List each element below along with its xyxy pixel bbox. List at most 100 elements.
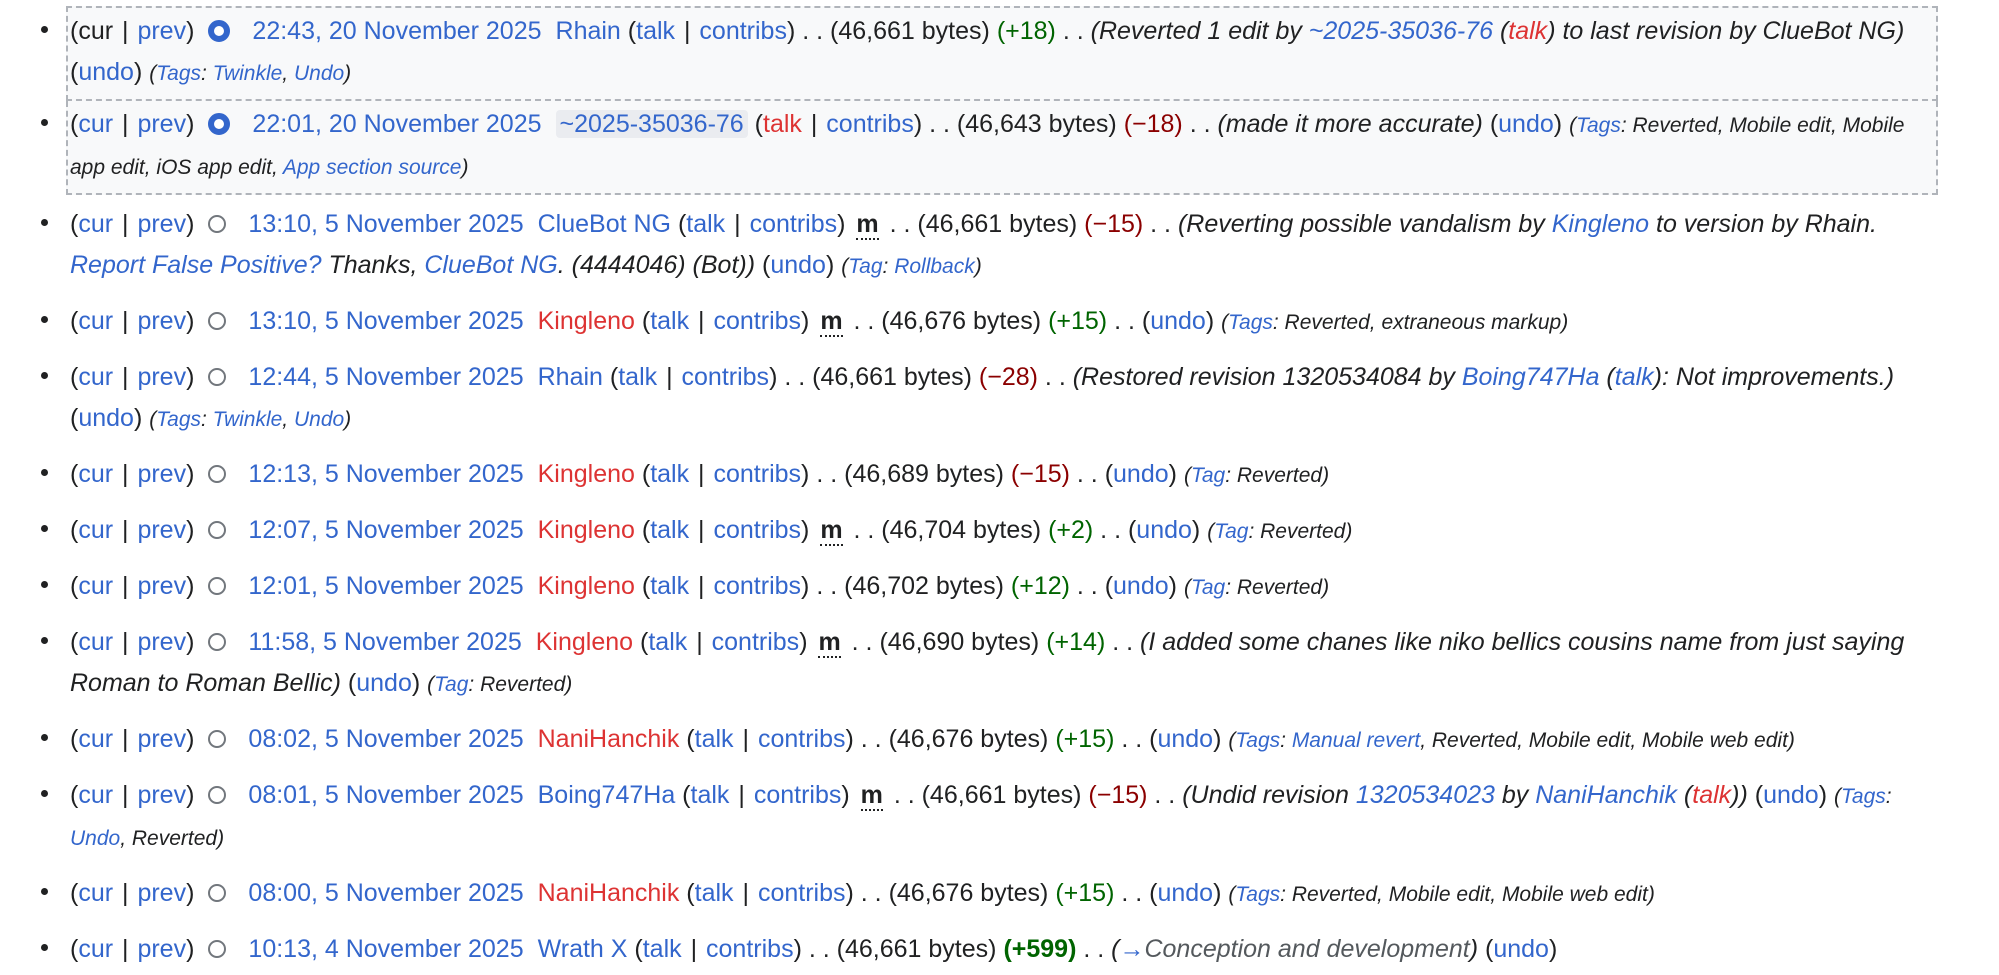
undo-link[interactable]: undo xyxy=(78,404,134,432)
summary-link[interactable]: 1320534023 xyxy=(1355,781,1495,809)
prev-link[interactable]: prev xyxy=(137,628,187,656)
cur-link[interactable]: cur xyxy=(78,781,114,809)
user-talk-link[interactable]: talk xyxy=(636,17,676,45)
radio-unselected-icon[interactable] xyxy=(208,786,227,804)
user-contribs-link[interactable]: contribs xyxy=(713,307,802,335)
user-contribs-link[interactable]: contribs xyxy=(753,781,842,809)
summary-link[interactable]: ClueBot NG xyxy=(424,251,558,279)
user-talk-link[interactable]: talk xyxy=(648,628,688,656)
tag-link[interactable]: App section source xyxy=(282,156,462,179)
tags-label-link[interactable]: Tags xyxy=(1235,729,1281,752)
user-contribs-link[interactable]: contribs xyxy=(826,110,914,138)
user-contribs-link[interactable]: contribs xyxy=(711,628,800,656)
user-talk-link[interactable]: talk xyxy=(650,307,690,335)
tag-link[interactable]: Rollback xyxy=(894,255,975,278)
user-contribs-link[interactable]: contribs xyxy=(713,460,802,488)
tags-label-link[interactable]: Tag xyxy=(848,255,883,278)
undo-link[interactable]: undo xyxy=(1136,516,1192,544)
cur-link[interactable]: cur xyxy=(78,363,114,391)
user-contribs-link[interactable]: contribs xyxy=(713,572,802,600)
revision-timestamp-link[interactable]: 08:01, 5 November 2025 xyxy=(248,781,524,809)
radio-unselected-icon[interactable] xyxy=(208,730,227,748)
cur-link[interactable]: cur xyxy=(78,460,114,488)
tags-label-link[interactable]: Tags xyxy=(1841,785,1886,808)
prev-link[interactable]: prev xyxy=(137,17,187,45)
tag-link[interactable]: Undo xyxy=(293,408,345,431)
user-talk-link[interactable]: talk xyxy=(650,516,690,544)
revision-timestamp-link[interactable]: 12:07, 5 November 2025 xyxy=(248,516,524,544)
prev-link[interactable]: prev xyxy=(137,725,187,753)
summary-redlink[interactable]: talk xyxy=(1508,17,1548,45)
revision-timestamp-link[interactable]: 12:01, 5 November 2025 xyxy=(248,572,524,600)
radio-unselected-icon[interactable] xyxy=(208,884,227,902)
radio-selected-icon[interactable] xyxy=(208,20,231,42)
user-contribs-link[interactable]: contribs xyxy=(706,935,794,963)
undo-link[interactable]: undo xyxy=(356,669,412,697)
cur-link[interactable]: cur xyxy=(78,307,114,335)
undo-link[interactable]: undo xyxy=(1157,879,1214,907)
user-talk-link[interactable]: talk xyxy=(694,879,734,907)
tag-link[interactable]: Undo xyxy=(293,62,345,85)
user-contribs-link[interactable]: contribs xyxy=(699,17,787,45)
prev-link[interactable]: prev xyxy=(137,110,187,138)
prev-link[interactable]: prev xyxy=(137,307,187,335)
user-link[interactable]: ~2025-35036-76 xyxy=(555,110,748,138)
tags-label-link[interactable]: Tag xyxy=(434,673,469,696)
summary-link[interactable]: Report False Positive? xyxy=(70,251,322,279)
user-talk-link[interactable]: talk xyxy=(763,110,802,138)
prev-link[interactable]: prev xyxy=(137,935,187,963)
revision-timestamp-link[interactable]: 12:13, 5 November 2025 xyxy=(248,460,524,488)
tags-label-link[interactable]: Tags xyxy=(1576,114,1621,137)
user-link[interactable]: Rhain xyxy=(537,363,603,391)
tag-link[interactable]: Twinkle xyxy=(212,408,283,431)
prev-link[interactable]: prev xyxy=(137,210,187,238)
tags-label-link[interactable]: Tags xyxy=(156,408,201,431)
undo-link[interactable]: undo xyxy=(1493,935,1549,963)
summary-redlink[interactable]: talk xyxy=(1692,781,1732,809)
undo-link[interactable]: undo xyxy=(78,58,134,86)
summary-link[interactable]: → xyxy=(1119,935,1145,963)
user-link[interactable]: Kingleno xyxy=(537,572,635,600)
user-link[interactable]: NaniHanchik xyxy=(537,879,680,907)
revision-timestamp-link[interactable]: 10:13, 4 November 2025 xyxy=(248,935,524,963)
revision-timestamp-link[interactable]: 13:10, 5 November 2025 xyxy=(248,210,524,238)
tag-link[interactable]: Manual revert xyxy=(1291,729,1421,752)
radio-unselected-icon[interactable] xyxy=(208,312,227,330)
tags-label-link[interactable]: Tag xyxy=(1190,464,1226,487)
tags-label-link[interactable]: Tags xyxy=(1228,311,1273,334)
revision-timestamp-link[interactable]: 11:58, 5 November 2025 xyxy=(248,628,522,656)
user-link[interactable]: Kingleno xyxy=(537,516,635,544)
undo-link[interactable]: undo xyxy=(1157,725,1214,753)
revision-timestamp-link[interactable]: 22:01, 20 November 2025 xyxy=(252,110,542,138)
undo-link[interactable]: undo xyxy=(1113,460,1169,488)
undo-link[interactable]: undo xyxy=(1150,307,1206,335)
tag-link[interactable]: Undo xyxy=(70,827,121,850)
user-talk-link[interactable]: talk xyxy=(694,725,734,753)
user-link[interactable]: Kingleno xyxy=(537,460,635,488)
user-talk-link[interactable]: talk xyxy=(642,935,682,963)
tag-link[interactable]: Twinkle xyxy=(212,62,283,85)
user-link[interactable]: NaniHanchik xyxy=(537,725,680,753)
radio-unselected-icon[interactable] xyxy=(208,215,227,233)
radio-unselected-icon[interactable] xyxy=(208,940,227,958)
summary-link[interactable]: Boing747Ha xyxy=(1461,363,1600,391)
tags-label-link[interactable]: Tag xyxy=(1190,576,1226,599)
undo-link[interactable]: undo xyxy=(1113,572,1169,600)
user-talk-link[interactable]: talk xyxy=(686,210,726,238)
summary-link[interactable]: ~2025-35036-76 xyxy=(1308,17,1493,45)
cur-link[interactable]: cur xyxy=(78,572,114,600)
user-talk-link[interactable]: talk xyxy=(650,572,690,600)
prev-link[interactable]: prev xyxy=(137,460,187,488)
radio-unselected-icon[interactable] xyxy=(208,368,227,386)
user-link[interactable]: Kingleno xyxy=(537,307,635,335)
user-link[interactable]: Kingleno xyxy=(535,628,634,656)
user-contribs-link[interactable]: contribs xyxy=(757,879,846,907)
revision-timestamp-link[interactable]: 22:43, 20 November 2025 xyxy=(252,17,542,45)
cur-link[interactable]: cur xyxy=(78,879,114,907)
summary-link[interactable]: Kingleno xyxy=(1551,210,1650,238)
radio-unselected-icon[interactable] xyxy=(208,633,227,651)
undo-link[interactable]: undo xyxy=(770,251,826,279)
revision-timestamp-link[interactable]: 12:44, 5 November 2025 xyxy=(248,363,524,391)
revision-timestamp-link[interactable]: 08:02, 5 November 2025 xyxy=(248,725,524,753)
user-contribs-link[interactable]: contribs xyxy=(681,363,770,391)
